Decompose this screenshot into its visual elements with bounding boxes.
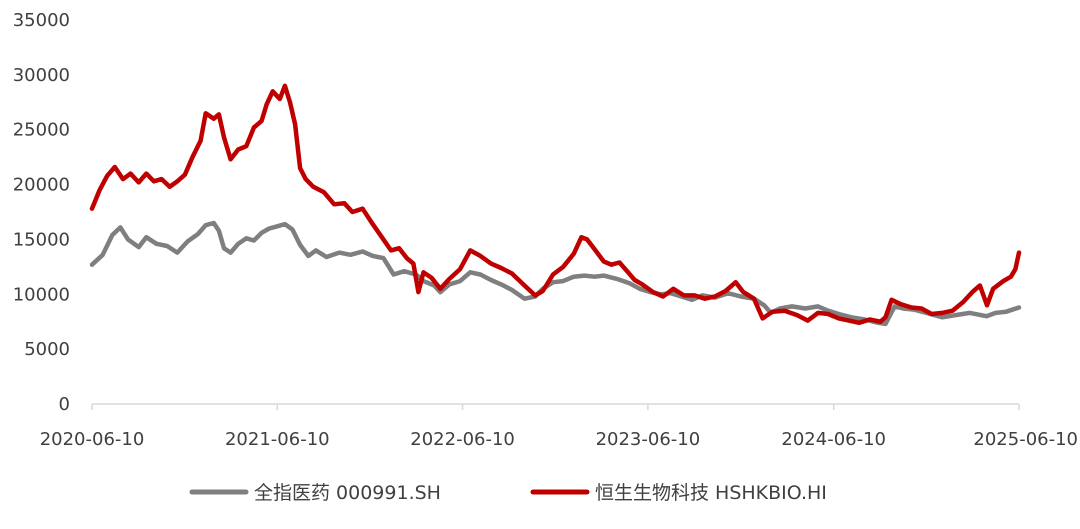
- x-tick-label: 2025-06-10: [973, 429, 1078, 450]
- y-tick-label: 35000: [13, 10, 70, 31]
- x-tick-label: 2020-06-10: [40, 429, 145, 450]
- x-tick-label: 2021-06-10: [225, 429, 330, 450]
- x-tick-label: 2023-06-10: [596, 429, 701, 450]
- y-axis-ticks: 0 5000 10000 15000 20000 25000 30000 35000: [13, 10, 70, 415]
- legend-label-1: 恒生生物科技 HSHKBIO.HI: [595, 482, 827, 504]
- x-tick-label: 2024-06-10: [781, 429, 886, 450]
- x-axis-ticks: 2020-06-10 2021-06-10 2022-06-10 2023-06-10…: [40, 404, 1078, 450]
- y-tick-label: 5000: [24, 339, 70, 360]
- y-tick-label: 0: [59, 394, 70, 415]
- legend-label-0: 全指医药 000991.SH: [254, 482, 441, 504]
- series-line-1: [89, 83, 1022, 326]
- y-tick-label: 25000: [13, 120, 70, 141]
- y-tick-label: 30000: [13, 65, 70, 86]
- y-tick-label: 10000: [13, 284, 70, 305]
- y-tick-label: 20000: [13, 175, 70, 196]
- series-line-0: [89, 220, 1022, 327]
- legend: 全指医药 000991.SH 恒生生物科技 HSHKBIO.HI: [189, 482, 827, 504]
- x-tick-label: 2022-06-10: [410, 429, 515, 450]
- series-lines: [89, 83, 1022, 327]
- y-tick-label: 15000: [13, 229, 70, 250]
